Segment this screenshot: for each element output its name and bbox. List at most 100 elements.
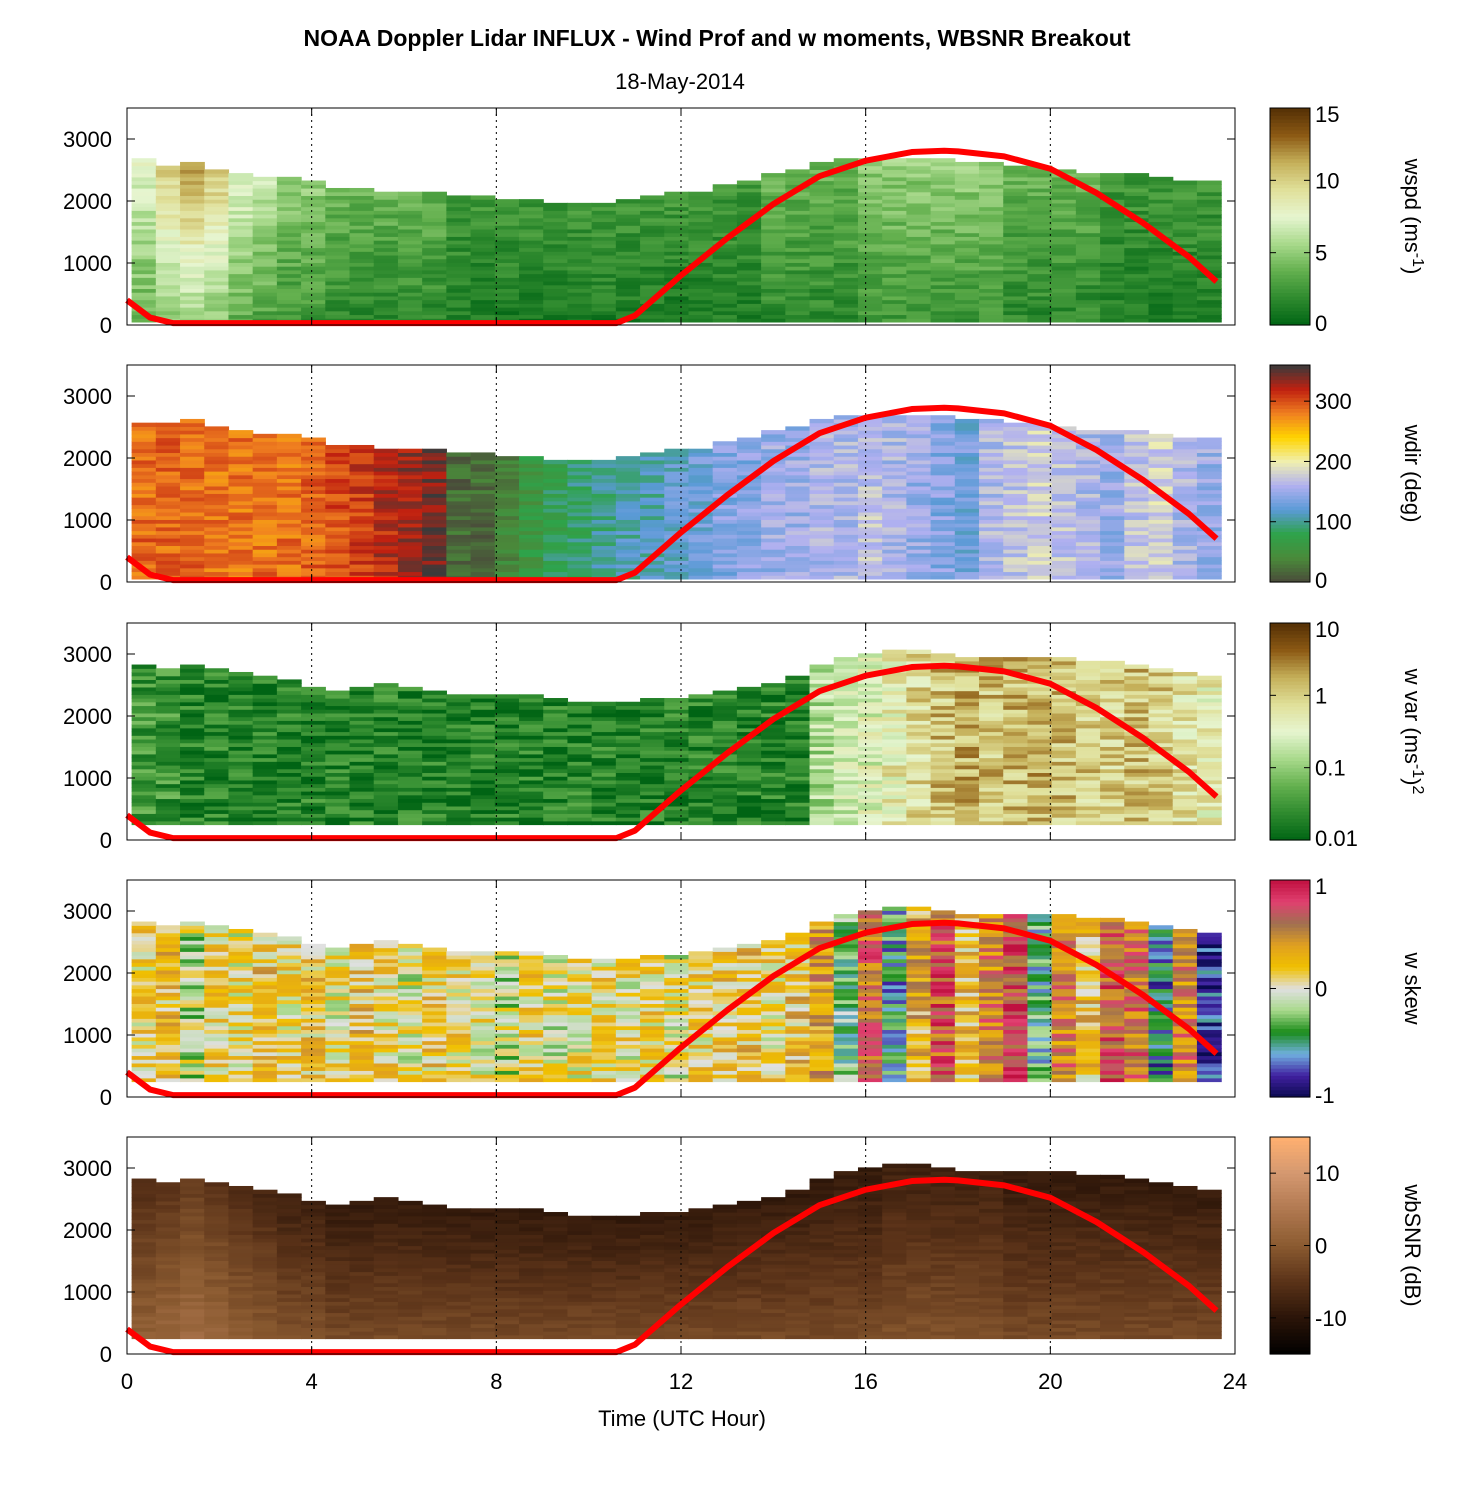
heatmap-cell bbox=[1051, 288, 1077, 293]
heatmap-cell bbox=[1027, 575, 1053, 580]
heatmap-cell bbox=[736, 537, 762, 543]
heatmap-cell bbox=[712, 508, 738, 513]
heatmap-cell bbox=[180, 526, 205, 532]
heatmap-cell bbox=[591, 805, 617, 811]
heatmap-cell bbox=[131, 761, 157, 766]
heatmap-cell bbox=[543, 299, 569, 304]
heatmap-cell bbox=[470, 243, 496, 249]
heatmap-cell bbox=[809, 191, 835, 197]
heatmap-cell bbox=[833, 299, 859, 304]
heatmap-cell bbox=[567, 750, 593, 755]
heatmap-cell bbox=[325, 444, 351, 450]
heatmap-cell bbox=[204, 671, 230, 677]
heatmap-cell bbox=[543, 266, 569, 271]
heatmap-cell bbox=[712, 214, 738, 219]
heatmap-cell bbox=[833, 254, 859, 260]
colorbar-segment bbox=[1270, 281, 1310, 286]
heatmap-cell bbox=[930, 191, 956, 197]
colorbar-segment bbox=[1270, 553, 1310, 558]
heatmap-cell bbox=[422, 534, 447, 539]
heatmap-cell bbox=[180, 798, 205, 803]
heatmap-cell bbox=[1124, 456, 1150, 461]
heatmap-cell bbox=[1075, 240, 1101, 245]
figure-subtitle: 18-May-2014 bbox=[615, 69, 745, 94]
heatmap-cell bbox=[494, 310, 520, 316]
heatmap-cell bbox=[567, 303, 593, 308]
heatmap-cell bbox=[228, 738, 254, 744]
heatmap-cell bbox=[131, 251, 157, 256]
heatmap-cell bbox=[131, 202, 157, 208]
heatmap-cell bbox=[833, 269, 859, 275]
heatmap-cell bbox=[494, 515, 520, 520]
heatmap-cell bbox=[809, 500, 835, 506]
heatmap-cell bbox=[882, 258, 907, 263]
heatmap-cell bbox=[1075, 534, 1101, 539]
heatmap-cell bbox=[422, 571, 447, 576]
heatmap-cell bbox=[882, 482, 907, 487]
heatmap-cell bbox=[349, 299, 375, 304]
heatmap-cell bbox=[228, 519, 254, 524]
heatmap-cell bbox=[155, 210, 181, 215]
heatmap-cell bbox=[1051, 236, 1077, 241]
heatmap-cell bbox=[954, 422, 980, 427]
heatmap-cell bbox=[373, 701, 399, 707]
heatmap-cell bbox=[761, 269, 786, 275]
heatmap-cell bbox=[349, 504, 375, 509]
heatmap-cell bbox=[882, 225, 907, 230]
heatmap-cell bbox=[809, 534, 835, 539]
heatmap-cell bbox=[325, 221, 351, 226]
heatmap-cell bbox=[1100, 471, 1125, 476]
heatmap-cell bbox=[228, 284, 254, 290]
heatmap-cell bbox=[373, 768, 399, 774]
heatmap-cell bbox=[276, 463, 302, 468]
heatmap-cell bbox=[1051, 537, 1077, 543]
colorbar-segment bbox=[1270, 252, 1310, 257]
heatmap-cell bbox=[325, 720, 351, 725]
heatmap-cell bbox=[857, 690, 883, 695]
heatmap-cell bbox=[252, 225, 278, 230]
heatmap-cell bbox=[736, 459, 762, 465]
heatmap-cell bbox=[1075, 266, 1101, 271]
heatmap-cell bbox=[736, 764, 762, 770]
heatmap-cell bbox=[954, 493, 980, 498]
heatmap-cell bbox=[543, 243, 569, 249]
heatmap-cell bbox=[736, 809, 762, 814]
heatmap-cell bbox=[131, 217, 157, 223]
heatmap-cell bbox=[857, 683, 883, 688]
heatmap-cell bbox=[397, 471, 423, 476]
heatmap-cell bbox=[252, 761, 278, 766]
heatmap-cell bbox=[204, 683, 230, 688]
heatmap-cell bbox=[954, 206, 980, 211]
heatmap-cell bbox=[349, 779, 375, 785]
heatmap-cell bbox=[882, 273, 907, 278]
heatmap-cell bbox=[882, 497, 907, 502]
heatmap-cell bbox=[252, 567, 278, 573]
heatmap-cell bbox=[422, 225, 447, 230]
heatmap-cell bbox=[712, 280, 738, 286]
heatmap-cell bbox=[1075, 310, 1101, 316]
heatmap-cell bbox=[131, 549, 157, 554]
heatmap-cell bbox=[761, 493, 786, 498]
heatmap-cell bbox=[373, 686, 399, 692]
heatmap-cell bbox=[155, 764, 181, 770]
heatmap-cell bbox=[567, 720, 593, 725]
heatmap-cell bbox=[276, 541, 302, 547]
heatmap-cell bbox=[833, 727, 859, 733]
heatmap-cell bbox=[1196, 504, 1222, 509]
colorbar-segment bbox=[1270, 538, 1310, 543]
heatmap-cell bbox=[446, 738, 472, 744]
heatmap-cell bbox=[761, 545, 786, 550]
heatmap-cell bbox=[567, 295, 593, 301]
heatmap-cell bbox=[228, 214, 254, 219]
colorbar-segment bbox=[1270, 147, 1310, 152]
heatmap-cell bbox=[1172, 273, 1198, 278]
heatmap-cell bbox=[1051, 493, 1077, 498]
heatmap-cell bbox=[1003, 452, 1029, 457]
heatmap-cell bbox=[761, 750, 786, 755]
heatmap-cell bbox=[882, 813, 907, 818]
heatmap-cell bbox=[494, 772, 520, 777]
heatmap-cell bbox=[373, 742, 399, 747]
heatmap-cell bbox=[325, 541, 351, 547]
heatmap-cell bbox=[422, 266, 447, 271]
heatmap-cell bbox=[446, 567, 472, 573]
